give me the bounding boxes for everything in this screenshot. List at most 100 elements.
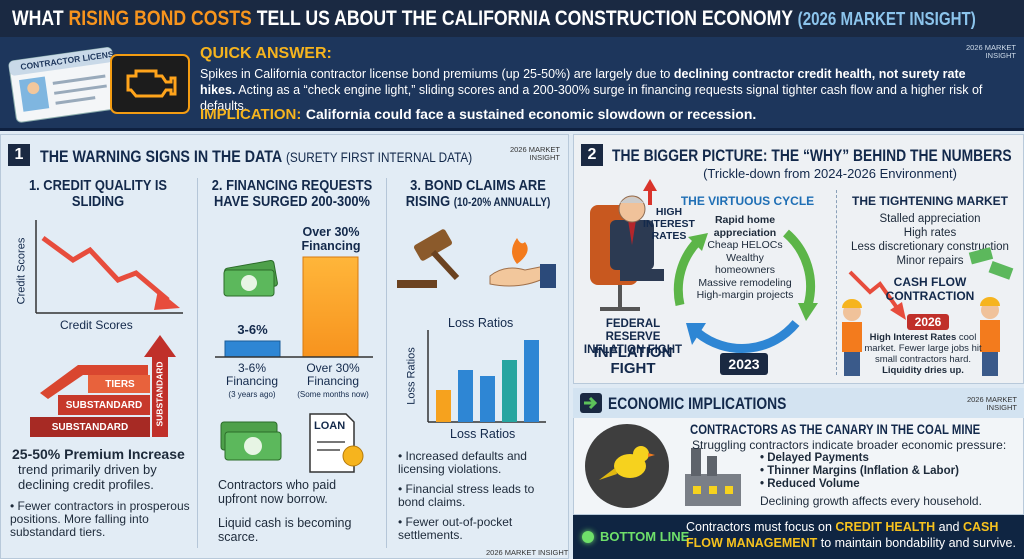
implication-bullet: Reduced Volume [760,478,959,491]
title-rest: TELL US ABOUT THE CALIFORNIA CONSTRUCTIO… [256,7,793,30]
coin [342,445,364,467]
implications-header [573,388,1024,418]
canary-tail [599,468,617,480]
cycle-item: High-margin projects [696,289,794,301]
implications-heading: CONTRACTORS AS THE CANARY IN THE COAL MI… [690,422,1024,437]
implication: IMPLICATION: California could face a sus… [200,106,756,124]
axis-label-text: Over 30% Financing [306,361,360,388]
loss-y-label: Loss Ratios [405,347,418,405]
credit-y-label: Credit Scores [15,237,28,305]
section-number: 1 [8,144,30,166]
axis-label-note: (3 years ago) [228,390,276,399]
warning-title: THE WARNING SIGNS IN THE DATA (SURETY FI… [40,147,555,167]
implications-title-text: ECONOMIC IMPLICATIONS [608,395,787,413]
claims-bullet: Fewer out-of-pocket settlements. [398,516,558,542]
bottom-dot [582,531,594,543]
loss-bar [480,376,495,422]
tightening-item: High rates [903,227,957,239]
implication-label: IMPLICATION: [200,106,302,123]
credit-heading: 1. CREDIT QUALITY IS SLIDING [28,177,168,210]
claims-bullet: Financial stress leads to bond claims. [398,483,558,509]
bill-center [241,275,257,291]
axis-label: Over 30% Financing (Some months now) [292,362,374,401]
small-bar-label: 3-6% [237,322,268,337]
tightening-item: Less discretionary construction [851,241,1009,253]
tall-bar [302,256,359,358]
bottom-text: Contractors must focus on CREDIT HEALTH … [686,519,1018,551]
tightening-year: 2026 [907,314,949,330]
card-face [27,82,40,95]
legs [620,269,664,281]
bottom-mid: and [938,520,960,534]
cycle-arrow-head [688,233,708,251]
icon-arrow [584,396,598,410]
cycle-item: Wealthy homeowners [714,251,776,277]
loss-bar [458,370,473,422]
virtuous-title: THE VIRTUOUS CYCLE [680,194,815,208]
claims-heading-note: (10-20% ANNUALLY) [453,197,551,209]
bigger-subtitle: (Trickle-down from 2024-2026 Environment… [703,166,957,181]
card-band [8,47,113,76]
quick-text: Spikes in California contractor license … [200,66,1000,114]
loss-chart [427,330,546,423]
claims-heading-text: 3. BOND CLAIMS ARE RISING [405,177,546,210]
loss-bar [524,340,539,422]
hair [620,197,644,203]
claims-heading: 3. BOND CLAIMS ARE RISING (10-20% ANNUAL… [402,178,553,211]
loss-chart-title: Loss Ratios [448,316,514,330]
cycle-arrow-head [686,323,706,345]
worker-legs [844,352,860,376]
license-card-icon [8,47,120,123]
credit-text: trend primarily driven by declining cred… [18,462,157,492]
loss-bar [502,360,517,422]
financing-text: Liquid cash is becoming scarce. [218,516,352,544]
chimney [691,448,701,476]
bottom-end: to maintain bondability and survive. [820,536,1016,550]
contraction-label: CASH FLOW CONTRACTION [885,275,975,303]
hard-hat [980,297,1000,306]
cycle-item: Rapid home appreciation [713,214,777,239]
hand [489,265,546,287]
bottom-lead: Contractors must focus on [686,520,832,534]
quick-heading: QUICK ANSWER: [200,45,332,62]
quick-badge: 2026 MARKET INSIGHT [965,43,1016,60]
tightening-note: High Interest Rates cool market. Fewer l… [864,332,982,376]
cycle-item: Cheap HELOCs [707,239,783,251]
tier-step [58,395,150,415]
flying-bill [988,260,1014,280]
fed-caption: INFLATION FIGHT [593,344,673,377]
down-arrow [848,270,902,314]
tier-stairs [30,335,176,437]
implications-title: ECONOMIC IMPLICATIONS [608,395,820,414]
note-text: cool market. Fewer large jobs hit small … [864,332,982,365]
window [693,486,701,494]
card-line [54,84,107,95]
financing-text: Contractors who paid upfront now borrow. [218,478,337,506]
stair-arrow [40,365,148,399]
footer-badge: 2026 MARKET INSIGHT [486,548,569,557]
quick-text-lead: Spikes in California contractor license … [200,67,671,81]
fed-label: FEDERAL RESERVE INFLATION FIGHT [583,318,683,356]
small-bar [224,340,281,358]
implications-icon [580,393,602,413]
hard-hat [842,299,862,308]
bottom-highlight: CREDIT HEALTH [835,520,936,534]
implication-text: California could face a sustained econom… [305,106,757,122]
warning-badge: 2026 MARKET INSIGHT [509,145,560,162]
axis-label-note: (Some months now) [297,390,369,399]
implication-bullet: Thinner Margins (Inflation & Labor) [760,465,959,478]
axis-label-text: 3-6% Financing [225,361,279,388]
worker-vest [980,320,1000,352]
quick-text-bold: declining contractor credit health, not … [200,67,966,97]
note-end: Liquidity dries up. [882,365,964,376]
bigger-title-text: THE BIGGER PICTURE: THE “WHY” BEHIND THE… [612,147,1012,165]
flame [512,238,528,264]
down-arrow-head [890,302,906,320]
title-line: WHAT RISING BOND COSTS TELL US ABOUT THE… [12,7,976,31]
title: WHAT RISING BOND COSTS TELL US ABOUT THE… [12,7,1024,31]
flying-bill [968,247,994,265]
claims-bullet: Increased defaults and licensing violati… [398,450,558,476]
loan-label: LOAN [314,420,346,432]
cycle-item: Massive remodeling [698,276,792,289]
